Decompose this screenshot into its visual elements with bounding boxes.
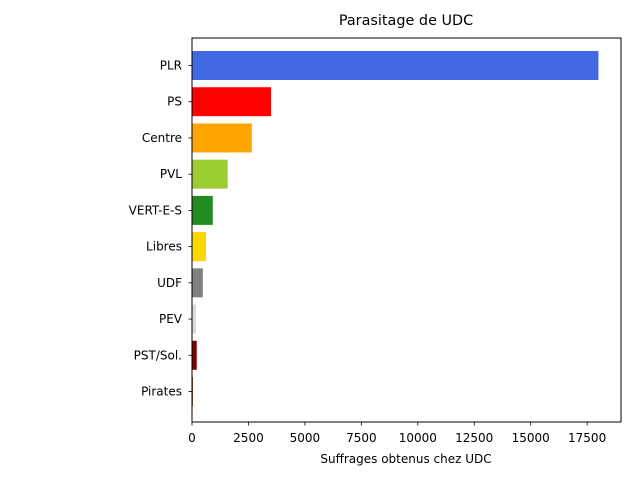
y-tick-label: PLR bbox=[160, 59, 182, 73]
bar-pst-sol- bbox=[192, 340, 197, 370]
bar-plr bbox=[192, 51, 599, 80]
x-tick-group: 0 2500 5000 7500 10000 12500 15000 17500 bbox=[188, 422, 606, 445]
bar-centre bbox=[192, 123, 252, 153]
x-tick-label: 5000 bbox=[290, 431, 321, 445]
y-tick-label: PS bbox=[167, 95, 182, 109]
y-tick-label: UDF bbox=[157, 276, 182, 290]
x-tick-label: 15000 bbox=[512, 431, 550, 445]
bar-vert-e-s bbox=[192, 195, 213, 225]
bar-udf bbox=[192, 268, 203, 298]
x-tick-label: 10000 bbox=[399, 431, 437, 445]
y-tick-group: PLR PS Centre PVL VERT-E-S Libres UDF PEV PST/So… bbox=[129, 59, 192, 399]
y-tick-label: Centre bbox=[142, 131, 182, 145]
x-tick-label: 17500 bbox=[568, 431, 606, 445]
x-tick-label: 7500 bbox=[346, 431, 377, 445]
x-tick-label: 2500 bbox=[233, 431, 264, 445]
y-tick-label: PEV bbox=[159, 312, 183, 326]
plot-frame bbox=[191, 37, 622, 423]
y-tick-label: VERT-E-S bbox=[129, 203, 182, 217]
x-axis-title: Suffrages obtenus chez UDC bbox=[320, 452, 491, 466]
bar-pvl bbox=[192, 159, 228, 189]
y-tick-label: PVL bbox=[160, 167, 182, 181]
bar-ps bbox=[192, 87, 272, 117]
y-tick-label: PST/Sol. bbox=[134, 348, 182, 362]
bar-libres bbox=[192, 232, 206, 262]
chart-title: Parasitage de UDC bbox=[339, 13, 473, 29]
y-tick-label: Pirates bbox=[141, 385, 182, 399]
x-tick-label: 12500 bbox=[455, 431, 493, 445]
bars-group bbox=[192, 51, 599, 406]
bar-pev bbox=[192, 304, 197, 334]
y-tick-label: Libres bbox=[146, 240, 182, 254]
x-tick-label: 0 bbox=[188, 431, 196, 445]
